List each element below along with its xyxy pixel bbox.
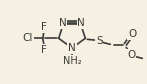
Text: N: N bbox=[59, 18, 67, 28]
Text: F: F bbox=[41, 22, 47, 32]
Text: N: N bbox=[68, 43, 76, 53]
Text: Cl: Cl bbox=[22, 33, 33, 43]
Text: O: O bbox=[128, 29, 136, 39]
Text: S: S bbox=[96, 36, 103, 46]
Text: O: O bbox=[127, 50, 135, 60]
Text: F: F bbox=[41, 45, 47, 55]
Text: N: N bbox=[77, 18, 85, 28]
Text: NH₂: NH₂ bbox=[63, 56, 81, 66]
